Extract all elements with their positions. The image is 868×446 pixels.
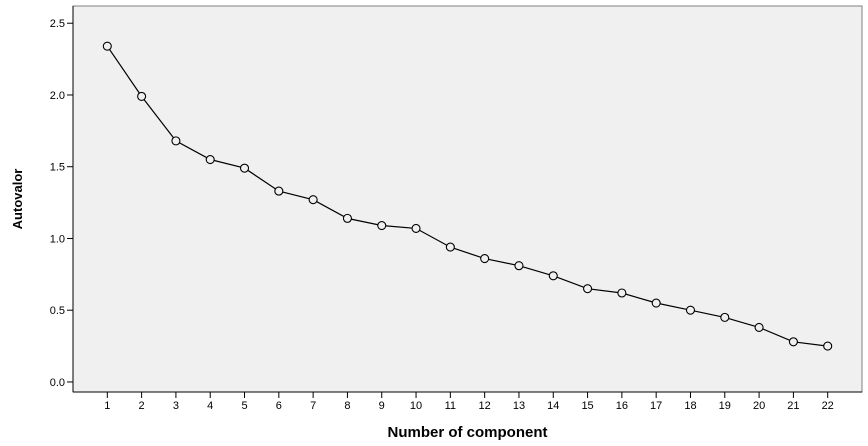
data-point: [514, 261, 524, 271]
data-point: [205, 154, 215, 165]
y-tick-label: 2.0: [50, 90, 65, 102]
data-points: [102, 41, 833, 351]
x-tick-label: 19: [719, 400, 731, 412]
x-tick-label: 3: [173, 400, 179, 412]
x-tick-label: 1: [104, 400, 110, 412]
x-tick-label: 15: [581, 400, 593, 412]
y-tick-label: 0.5: [50, 305, 65, 317]
data-point: [239, 163, 250, 173]
x-tick-label: 11: [445, 400, 456, 412]
y-tick-label: 2.5: [50, 18, 65, 30]
data-point: [274, 186, 284, 196]
data-point: [685, 305, 696, 315]
data-point: [171, 136, 181, 146]
x-tick-label: 22: [822, 400, 834, 412]
x-tick-label: 20: [753, 400, 765, 412]
data-point: [342, 213, 352, 223]
data-point: [377, 220, 387, 231]
x-tick-label: 17: [650, 400, 662, 412]
data-point: [102, 41, 112, 51]
x-tick-label: 9: [379, 400, 385, 412]
x-axis-title: Number of component: [388, 424, 548, 441]
y-axis-title: Autovalor: [10, 169, 25, 230]
data-point: [720, 312, 730, 322]
data-point: [617, 288, 627, 298]
x-tick-label: 7: [310, 400, 316, 412]
data-point: [411, 223, 421, 233]
x-tick-label: 18: [684, 400, 696, 412]
x-tick-label: 6: [276, 400, 282, 412]
data-point: [548, 271, 558, 281]
x-tick-label: 8: [344, 400, 350, 412]
y-tick-label: 0.0: [50, 377, 65, 389]
x-tick-label: 16: [616, 400, 628, 412]
x-ticks: 1 2 3 4 5 6 7 8 9 10 11 12 13 14 15 16 17 18 19 20 21 22: [104, 392, 834, 412]
x-tick-label: 10: [410, 400, 422, 412]
data-point: [823, 341, 833, 351]
data-point: [480, 254, 490, 264]
series-line: [106, 45, 828, 347]
x-tick-label: 12: [479, 400, 491, 412]
data-point: [308, 195, 318, 205]
plot-area: [72, 5, 863, 393]
x-tick-label: 5: [241, 400, 247, 412]
data-point: [651, 298, 661, 308]
data-point: [137, 91, 147, 101]
data-point: [583, 284, 593, 294]
x-tick-label: 4: [207, 400, 213, 412]
x-tick-label: 14: [547, 400, 559, 412]
x-tick-label: 21: [787, 400, 799, 412]
data-point: [788, 337, 798, 347]
y-tick-label: 1.0: [50, 233, 65, 245]
y-tick-label: 1.5: [50, 162, 65, 174]
y-ticks: 0.0 0.5 1.0 1.5 2.0 2.5: [50, 18, 73, 389]
data-point: [445, 242, 455, 252]
data-point: [754, 322, 764, 332]
x-tick-label: 13: [513, 400, 525, 412]
x-tick-label: 2: [139, 400, 145, 412]
